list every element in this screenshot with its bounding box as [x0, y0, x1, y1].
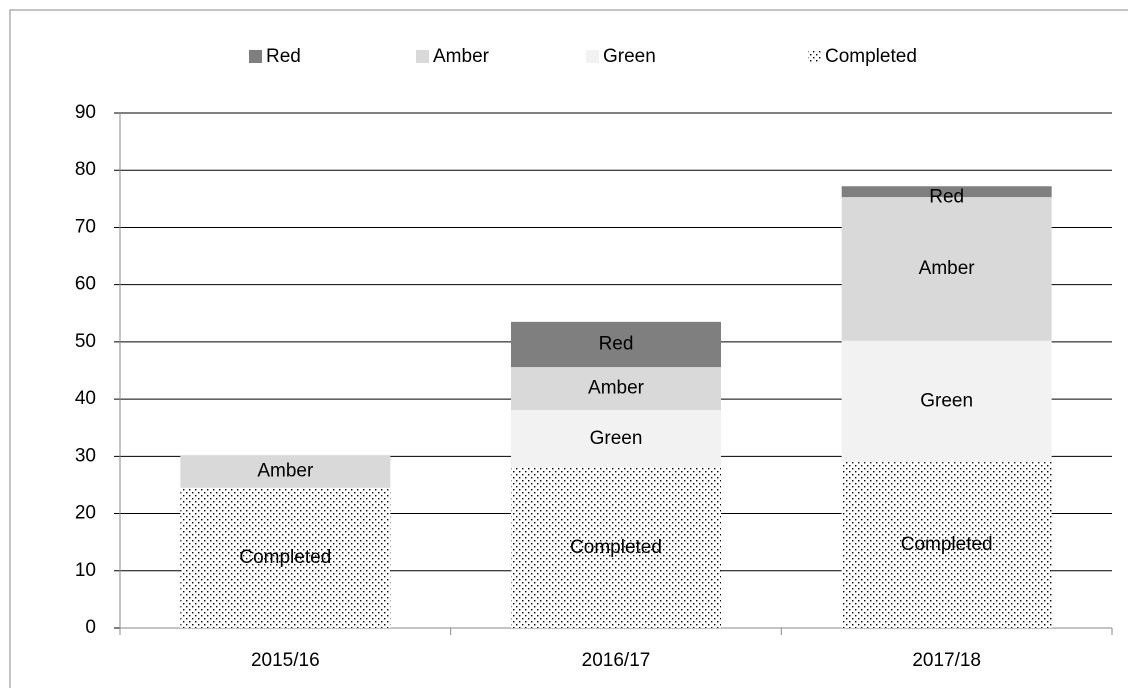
segment-label: Completed	[239, 547, 331, 568]
legend-swatch	[808, 50, 821, 63]
y-tick-label: 90	[75, 102, 96, 123]
legend-label: Red	[266, 46, 301, 67]
segment-label: Completed	[901, 534, 993, 555]
y-tick-label: 40	[75, 388, 96, 409]
legend-swatch	[416, 50, 429, 63]
x-tick-label: 2017/18	[912, 650, 981, 671]
bar-segment	[180, 487, 391, 628]
segment-label: Amber	[919, 258, 976, 279]
legend-swatch	[249, 50, 262, 63]
segment-label: Amber	[588, 378, 645, 399]
x-tick-label: 2015/16	[251, 650, 320, 671]
y-tick-label: 10	[75, 560, 96, 581]
chart-frame	[9, 9, 1128, 688]
y-tick-label: 50	[75, 331, 96, 352]
segment-label: Red	[929, 187, 964, 208]
y-tick-label: 60	[75, 274, 96, 295]
y-tick-label: 30	[75, 445, 96, 466]
bar-segment	[511, 467, 721, 628]
segment-label: Completed	[570, 537, 662, 558]
legend-label: Completed	[825, 46, 917, 67]
bar-segment	[180, 455, 391, 488]
bar-segment	[841, 197, 1052, 341]
x-tick-label: 2016/17	[582, 650, 651, 671]
y-tick-label: 70	[75, 216, 96, 237]
bar-segment	[511, 367, 721, 410]
bar-segment	[511, 409, 721, 468]
bar-segment	[841, 340, 1052, 463]
segment-label: Red	[599, 333, 634, 354]
legend-label: Green	[603, 46, 656, 67]
y-tick-label: 20	[75, 503, 96, 524]
bar-segment	[841, 462, 1052, 628]
bar-segment	[511, 321, 721, 368]
legend-swatch	[586, 50, 599, 63]
segment-label: Amber	[257, 461, 314, 482]
bar-segment	[841, 186, 1052, 198]
y-tick-label: 0	[85, 617, 96, 638]
legend-label: Amber	[433, 46, 490, 67]
y-tick-label: 80	[75, 159, 96, 180]
segment-label: Green	[920, 390, 973, 411]
segment-label: Green	[590, 428, 643, 449]
